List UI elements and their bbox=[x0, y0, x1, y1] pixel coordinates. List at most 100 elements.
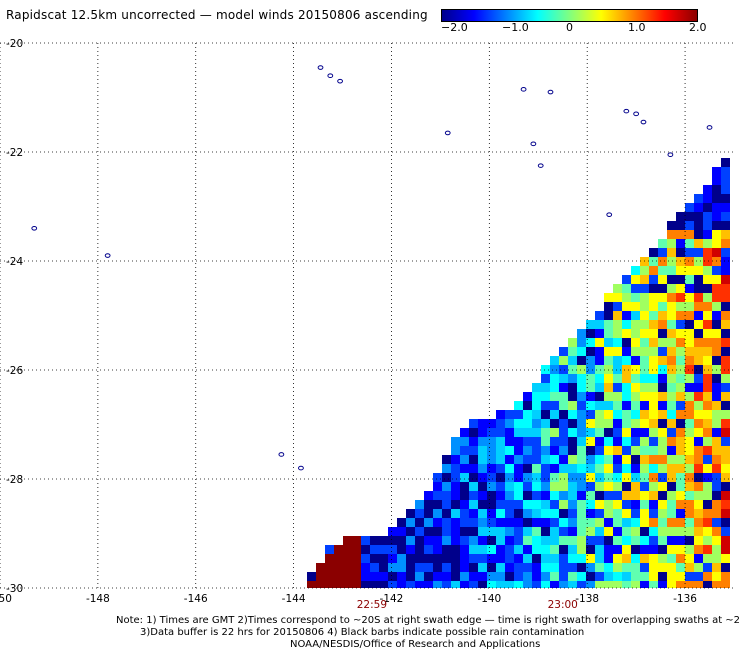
swath-cell bbox=[514, 518, 523, 527]
swath-cell bbox=[415, 518, 424, 527]
swath-cell bbox=[703, 509, 712, 518]
swath-cell bbox=[667, 410, 676, 419]
swath-cell bbox=[694, 482, 703, 491]
swath-cell bbox=[694, 365, 703, 374]
swath-cell bbox=[424, 500, 433, 509]
swath-cell bbox=[460, 581, 469, 588]
swath-cell bbox=[694, 536, 703, 545]
swath-cell bbox=[604, 293, 613, 302]
swath-cell bbox=[631, 518, 640, 527]
swath-cell bbox=[703, 239, 712, 248]
swath-cell bbox=[712, 185, 721, 194]
swath-cell bbox=[388, 554, 397, 563]
swath-cell bbox=[631, 392, 640, 401]
swath-cell bbox=[604, 365, 613, 374]
swath-cell bbox=[658, 383, 667, 392]
swath-cell bbox=[604, 473, 613, 482]
swath-cell bbox=[712, 446, 721, 455]
swath-cell bbox=[523, 536, 532, 545]
swath-cell bbox=[532, 563, 541, 572]
swath-cell bbox=[613, 383, 622, 392]
swath-cell bbox=[595, 401, 604, 410]
swath-cell bbox=[514, 572, 523, 581]
swath-cell bbox=[694, 419, 703, 428]
time-label: 22:59 bbox=[357, 599, 387, 611]
swath-cell bbox=[595, 437, 604, 446]
swath-cell bbox=[595, 482, 604, 491]
swath-cell bbox=[406, 545, 415, 554]
swath-cell bbox=[487, 464, 496, 473]
swath-cell bbox=[586, 446, 595, 455]
swath-cell bbox=[532, 419, 541, 428]
swath-cell bbox=[343, 563, 352, 572]
swath-cell bbox=[649, 518, 658, 527]
swath-cell bbox=[640, 320, 649, 329]
swath-cell bbox=[694, 203, 703, 212]
swath-cell bbox=[460, 563, 469, 572]
swath-cell bbox=[667, 329, 676, 338]
swath-cell bbox=[532, 437, 541, 446]
swath-cell bbox=[586, 374, 595, 383]
swath-cell bbox=[514, 527, 523, 536]
swath-cell bbox=[478, 536, 487, 545]
swath-cell bbox=[343, 554, 352, 563]
swath-cell bbox=[550, 401, 559, 410]
swath-cell bbox=[694, 410, 703, 419]
swath-cell bbox=[442, 455, 451, 464]
swath-cell bbox=[496, 410, 505, 419]
swath-cell bbox=[433, 581, 442, 588]
swath-cell bbox=[685, 464, 694, 473]
swath-cell bbox=[712, 167, 721, 176]
swath-cell bbox=[649, 284, 658, 293]
swath-cell bbox=[433, 500, 442, 509]
swath-cell bbox=[658, 500, 667, 509]
swath-cell bbox=[352, 554, 361, 563]
swath-cell bbox=[631, 275, 640, 284]
swath-cell bbox=[586, 338, 595, 347]
swath-cell bbox=[496, 500, 505, 509]
swath-cell bbox=[424, 572, 433, 581]
swath-cell bbox=[721, 266, 730, 275]
swath-cell bbox=[316, 563, 325, 572]
swath-cell bbox=[496, 518, 505, 527]
swath-cell bbox=[649, 311, 658, 320]
swath-cell bbox=[694, 464, 703, 473]
swath-cell bbox=[433, 527, 442, 536]
swath-cell bbox=[415, 581, 424, 588]
swath-cell bbox=[487, 509, 496, 518]
swath-cell bbox=[514, 581, 523, 588]
swath-cell bbox=[613, 527, 622, 536]
swath-cell bbox=[523, 464, 532, 473]
swath-cell bbox=[550, 383, 559, 392]
swath-cell bbox=[604, 581, 613, 588]
swath-cell bbox=[577, 563, 586, 572]
swath-cell bbox=[568, 419, 577, 428]
swath-cell bbox=[712, 203, 721, 212]
swath-cell bbox=[415, 500, 424, 509]
swath-cell bbox=[694, 581, 703, 588]
swath-cell bbox=[721, 158, 730, 167]
colorbar-label: −2.0 bbox=[441, 21, 468, 34]
swath-cell bbox=[487, 491, 496, 500]
swath-cell bbox=[568, 365, 577, 374]
swath-cell bbox=[550, 545, 559, 554]
island-outline bbox=[547, 89, 554, 95]
swath-cell bbox=[604, 518, 613, 527]
swath-cell bbox=[622, 482, 631, 491]
swath-cell bbox=[586, 563, 595, 572]
swath-cell bbox=[631, 491, 640, 500]
swath-cell bbox=[451, 545, 460, 554]
swath-cell bbox=[469, 455, 478, 464]
swath-cell bbox=[460, 473, 469, 482]
swath-cell bbox=[667, 536, 676, 545]
swath-cell bbox=[451, 572, 460, 581]
swath-cell bbox=[406, 581, 415, 588]
swath-cell bbox=[649, 536, 658, 545]
swath-cell bbox=[397, 536, 406, 545]
swath-cell bbox=[478, 446, 487, 455]
swath-cell bbox=[550, 572, 559, 581]
swath-cell bbox=[721, 419, 730, 428]
swath-cell bbox=[676, 581, 685, 588]
swath-cell bbox=[721, 320, 730, 329]
swath-cell bbox=[640, 401, 649, 410]
